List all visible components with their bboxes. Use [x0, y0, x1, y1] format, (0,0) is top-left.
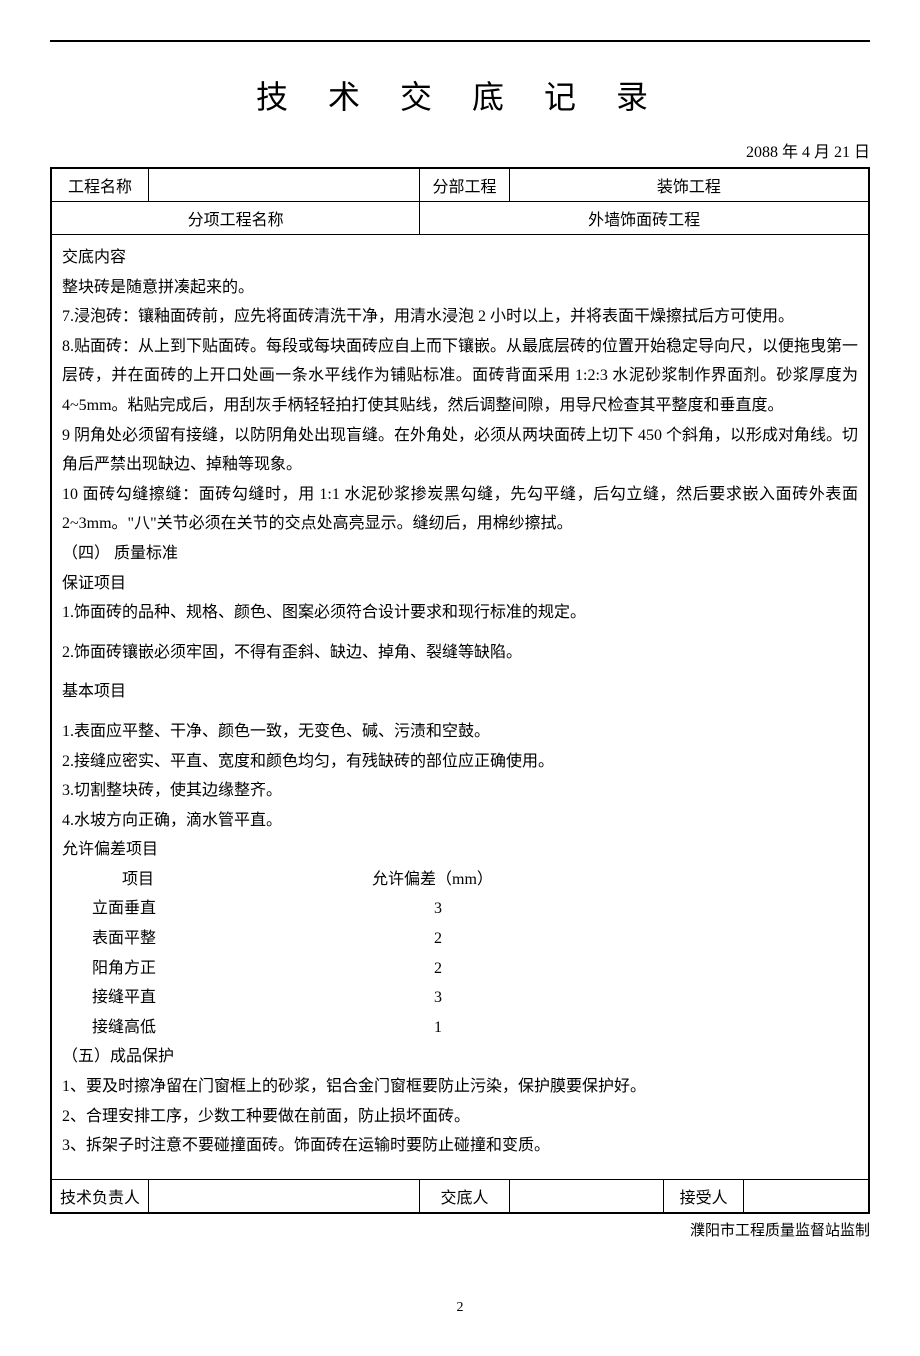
content-line-2: 7.浸泡砖：镶釉面砖前，应先将面砖清洗干净，用清水浸泡 2 小时以上，并将表面干… — [62, 302, 858, 332]
tolerance-value: 1 — [372, 1013, 442, 1043]
tolerance-row: 接缝平直 3 — [92, 983, 858, 1013]
page-number: 2 — [50, 1300, 870, 1316]
subproject-label: 分部工程 — [420, 168, 510, 202]
guarantee-label: 保证项目 — [62, 569, 858, 599]
tolerance-row: 立面垂直 3 — [92, 894, 858, 924]
basic-label: 基本项目 — [62, 677, 858, 707]
tolerance-row: 接缝高低 1 — [92, 1013, 858, 1043]
main-document-table: 工程名称 分部工程 装饰工程 分项工程名称 外墙饰面砖工程 交底内容 整块砖是随… — [50, 167, 870, 1214]
subitem-value: 外墙饰面砖工程 — [420, 202, 869, 235]
header-row-1: 工程名称 分部工程 装饰工程 — [51, 168, 869, 202]
tolerance-item: 接缝高低 — [92, 1013, 372, 1043]
footer-row: 技术负责人 交底人 接受人 — [51, 1179, 869, 1213]
tolerance-label: 允许偏差项目 — [62, 835, 858, 865]
receiver-value — [743, 1179, 869, 1213]
tolerance-table: 项目 允许偏差（mm） 立面垂直 3 表面平整 2 阳角方正 2 接缝平直 — [92, 865, 858, 1043]
receiver-label: 接受人 — [664, 1179, 743, 1213]
tolerance-row: 阳角方正 2 — [92, 954, 858, 984]
content-line-3: 8.贴面砖：从上到下贴面砖。每段或每块面砖应自上而下镶嵌。从最底层砖的位置开始稳… — [62, 332, 858, 421]
basic-1: 1.表面应平整、干净、颜色一致，无变色、碱、污渍和空鼓。 — [62, 717, 858, 747]
basic-4: 4.水坡方向正确，滴水管平直。 — [62, 806, 858, 836]
tolerance-value: 2 — [372, 924, 442, 954]
content-section-label: 交底内容 — [62, 243, 858, 273]
tolerance-header-item: 项目 — [92, 865, 372, 895]
protect-1: 1、要及时擦净留在门窗框上的砂浆，铝合金门窗框要防止污染，保护膜要保护好。 — [62, 1072, 858, 1102]
section-4-title: （四） 质量标准 — [62, 539, 858, 569]
document-title: 技 术 交 底 记 录 — [50, 72, 870, 118]
tech-leader-label: 技术负责人 — [51, 1179, 149, 1213]
basic-2: 2.接缝应密实、平直、宽度和颜色均匀，有残缺砖的部位应正确使用。 — [62, 747, 858, 777]
subitem-label: 分项工程名称 — [51, 202, 420, 235]
tolerance-value: 3 — [372, 983, 442, 1013]
content-line-5: 10 面砖勾缝擦缝：面砖勾缝时，用 1:1 水泥砂浆掺炭黑勾缝，先勾平缝，后勾立… — [62, 480, 858, 539]
content-body: 交底内容 整块砖是随意拼凑起来的。 7.浸泡砖：镶釉面砖前，应先将面砖清洗干净，… — [51, 235, 869, 1180]
tolerance-item: 表面平整 — [92, 924, 372, 954]
tolerance-row: 表面平整 2 — [92, 924, 858, 954]
section-5-title: （五）成品保护 — [62, 1042, 858, 1072]
footer-note: 濮阳市工程质量监督站监制 — [50, 1219, 870, 1240]
content-line-4: 9 阴角处必须留有接缝，以防阴角处出现盲缝。在外角处，必须从两块面砖上切下 45… — [62, 421, 858, 480]
guarantee-2: 2.饰面砖镶嵌必须牢固，不得有歪斜、缺边、掉角、裂缝等缺陷。 — [62, 638, 858, 668]
tolerance-value: 2 — [372, 954, 442, 984]
briefer-value — [509, 1179, 664, 1213]
tolerance-item: 接缝平直 — [92, 983, 372, 1013]
protect-3: 3、拆架子时注意不要碰撞面砖。饰面砖在运输时要防止碰撞和变质。 — [62, 1131, 858, 1161]
tolerance-header-value: 允许偏差（mm） — [372, 865, 493, 895]
content-row: 交底内容 整块砖是随意拼凑起来的。 7.浸泡砖：镶釉面砖前，应先将面砖清洗干净，… — [51, 235, 869, 1180]
subproject-value: 装饰工程 — [509, 168, 869, 202]
tolerance-item: 阳角方正 — [92, 954, 372, 984]
protect-2: 2、合理安排工序，少数工种要做在前面，防止损坏面砖。 — [62, 1102, 858, 1132]
briefer-label: 交底人 — [420, 1179, 510, 1213]
tolerance-item: 立面垂直 — [92, 894, 372, 924]
document-date: 2088 年 4 月 21 日 — [50, 138, 870, 162]
guarantee-1: 1.饰面砖的品种、规格、颜色、图案必须符合设计要求和现行标准的规定。 — [62, 598, 858, 628]
basic-3: 3.切割整块砖，使其边缘整齐。 — [62, 776, 858, 806]
header-row-2: 分项工程名称 外墙饰面砖工程 — [51, 202, 869, 235]
project-name-value — [149, 168, 420, 202]
project-name-label: 工程名称 — [51, 168, 149, 202]
tech-leader-value — [149, 1179, 420, 1213]
header-divider — [50, 40, 870, 42]
tolerance-value: 3 — [372, 894, 442, 924]
content-line-1: 整块砖是随意拼凑起来的。 — [62, 273, 858, 303]
